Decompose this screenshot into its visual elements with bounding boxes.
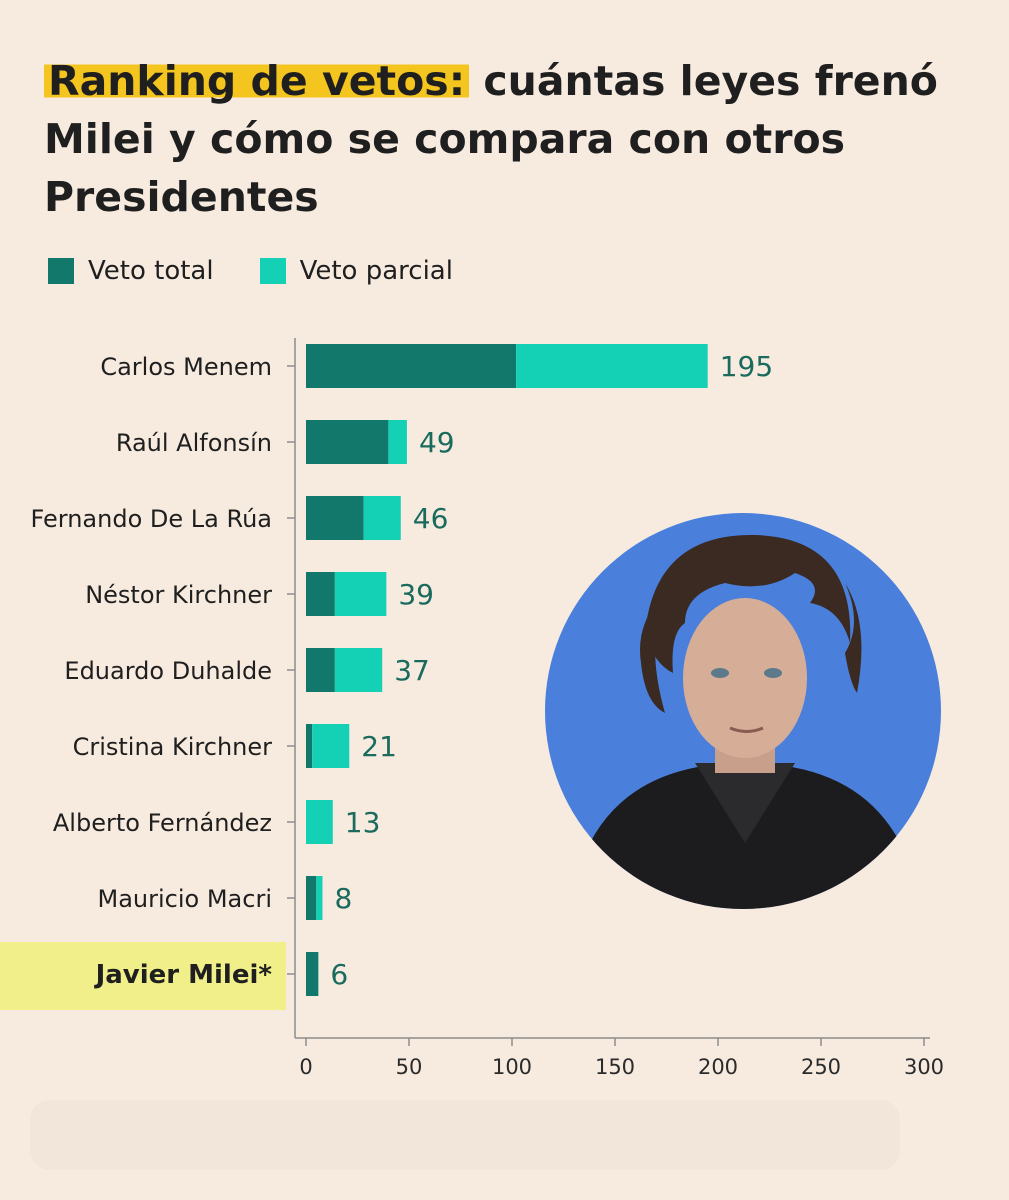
bar-veto-parcial: [334, 648, 383, 692]
x-tick-label: 0: [299, 1055, 312, 1079]
bar-veto-parcial: [306, 800, 333, 844]
chart-title: Ranking de vetos: cuántas leyes frenó Mi…: [44, 52, 984, 226]
bar-veto-total: [306, 876, 317, 920]
legend-label-parcial: Veto parcial: [299, 256, 453, 286]
value-label: 49: [419, 426, 455, 459]
category-label: Alberto Fernández: [53, 809, 272, 837]
bar-veto-parcial: [388, 420, 407, 464]
legend-item-total: Veto total: [48, 256, 214, 286]
category-label: Mauricio Macri: [98, 885, 272, 913]
bar-veto-parcial: [334, 572, 387, 616]
bar-veto-parcial: [516, 344, 708, 388]
x-tick-label: 200: [698, 1055, 738, 1079]
bar-veto-total: [306, 952, 319, 996]
x-tick-label: 250: [801, 1055, 841, 1079]
value-label: 195: [720, 350, 773, 383]
bar-veto-parcial: [363, 496, 401, 540]
legend-label-total: Veto total: [88, 256, 214, 286]
value-label: 6: [330, 958, 348, 991]
title-highlight: Ranking de vetos:: [44, 57, 470, 105]
category-label: Néstor Kirchner: [85, 581, 272, 609]
bar-chart: 0 50 100 150 200 250 300 Carlos Menem 195 Raúl Al…: [0, 338, 944, 1079]
category-label: Raúl Alfonsín: [116, 429, 272, 457]
x-tick-label: 150: [595, 1055, 635, 1079]
bar-veto-total: [306, 724, 313, 768]
bar-veto-parcial: [316, 876, 323, 920]
value-label: 13: [345, 806, 381, 839]
bar-veto-total: [306, 572, 335, 616]
portrait-photo: [545, 513, 941, 909]
highlight-band: [0, 942, 286, 1010]
blurred-footer: [30, 1100, 900, 1170]
category-label: Carlos Menem: [100, 353, 272, 381]
bar-veto-total: [306, 420, 389, 464]
x-tick-label: 50: [396, 1055, 423, 1079]
legend: Veto total Veto parcial: [48, 256, 453, 286]
bar-veto-total: [306, 648, 335, 692]
legend-swatch-total: [48, 258, 74, 284]
bar-veto-total: [306, 496, 364, 540]
bar-veto-parcial: [312, 724, 350, 768]
value-label: 8: [334, 882, 352, 915]
title-rest: cuántas leyes frenó Milei y cómo se comp…: [44, 57, 938, 221]
legend-item-parcial: Veto parcial: [259, 256, 453, 286]
category-label: Fernando De La Rúa: [31, 505, 272, 533]
category-label: Javier Milei*: [94, 960, 273, 990]
category-label: Cristina Kirchner: [73, 733, 273, 761]
bar-veto-total: [306, 344, 517, 388]
legend-swatch-parcial: [259, 258, 286, 284]
category-label: Eduardo Duhalde: [64, 657, 272, 685]
value-label: 46: [413, 502, 449, 535]
value-label: 39: [398, 578, 434, 611]
value-label: 21: [361, 730, 397, 763]
x-tick-label: 300: [904, 1055, 944, 1079]
x-tick-label: 100: [492, 1055, 532, 1079]
portrait-image: [545, 534, 941, 909]
value-label: 37: [394, 654, 430, 687]
